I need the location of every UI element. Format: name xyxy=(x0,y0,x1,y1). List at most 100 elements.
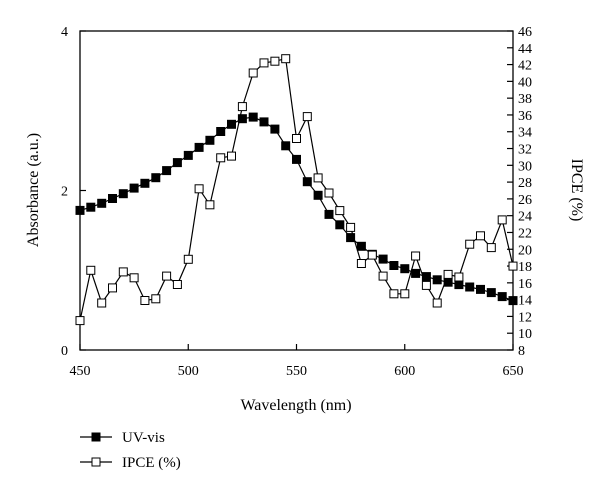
data-point-ipce-635 xyxy=(476,231,485,241)
data-point-ipce-485 xyxy=(151,294,161,304)
data-point-ipce-520 xyxy=(227,151,236,161)
y-right-tick-label-10: 10 xyxy=(518,327,532,342)
y-right-tick-label-22: 22 xyxy=(518,226,532,241)
data-point-uv-vis-570 xyxy=(335,220,345,230)
data-point-uv-vis-535 xyxy=(259,117,269,127)
data-point-uv-vis-630 xyxy=(465,282,475,292)
data-point-ipce-615 xyxy=(432,298,442,308)
data-point-uv-vis-635 xyxy=(476,284,485,294)
legend-item-ipce: IPCE (%) xyxy=(80,455,181,471)
y-left-tick-label-0: 0 xyxy=(61,344,68,359)
y-right-tick-label-34: 34 xyxy=(518,126,532,141)
data-point-ipce-530 xyxy=(248,68,258,78)
data-point-ipce-600 xyxy=(400,289,410,299)
data-point-ipce-555 xyxy=(302,112,312,122)
y-right-tick-label-42: 42 xyxy=(518,59,532,74)
data-point-uv-vis-575 xyxy=(346,233,356,243)
data-point-ipce-565 xyxy=(324,188,334,198)
data-point-ipce-585 xyxy=(367,250,377,260)
data-point-ipce-640 xyxy=(486,243,496,253)
data-point-ipce-610 xyxy=(421,280,431,290)
data-point-ipce-525 xyxy=(237,102,247,112)
legend-marker-ipce xyxy=(91,457,101,467)
data-point-ipce-450 xyxy=(75,316,85,326)
data-point-uv-vis-490 xyxy=(162,166,172,176)
y-right-tick-label-14: 14 xyxy=(518,294,532,309)
y-right-tick-label-38: 38 xyxy=(518,92,532,107)
legend: UV-vis IPCE (%) xyxy=(80,430,181,471)
data-point-ipce-570 xyxy=(335,206,345,216)
y-right-tick-label-30: 30 xyxy=(518,159,532,174)
data-point-ipce-620 xyxy=(443,269,453,279)
data-point-uv-vis-565 xyxy=(324,209,334,219)
y-right-tick-label-36: 36 xyxy=(518,109,532,124)
x-tick-label-500: 500 xyxy=(178,364,199,379)
data-point-ipce-465 xyxy=(108,283,117,293)
y-right-tick-label-44: 44 xyxy=(518,42,532,57)
data-point-ipce-540 xyxy=(270,56,280,66)
data-point-uv-vis-470 xyxy=(118,189,128,199)
y-left-tick-label-2: 2 xyxy=(61,185,68,200)
x-tick-label-550: 550 xyxy=(286,364,307,379)
y-right-tick-label-20: 20 xyxy=(518,243,532,258)
data-point-ipce-650 xyxy=(508,261,518,271)
data-point-ipce-605 xyxy=(411,251,421,261)
y-right-tick-label-8: 8 xyxy=(518,344,525,359)
y-right-tick-label-32: 32 xyxy=(518,143,532,158)
data-point-uv-vis-495 xyxy=(172,158,182,168)
data-point-ipce-470 xyxy=(118,267,128,277)
data-point-ipce-490 xyxy=(162,271,172,281)
data-point-ipce-475 xyxy=(129,273,139,283)
y-left-tick-label-4: 4 xyxy=(61,25,68,40)
data-point-uv-vis-520 xyxy=(227,119,236,129)
data-point-ipce-535 xyxy=(259,58,269,68)
data-point-uv-vis-545 xyxy=(281,141,291,151)
data-point-uv-vis-580 xyxy=(356,241,366,251)
x-axis-title: Wavelength (nm) xyxy=(240,397,351,414)
legend-item-uv-vis: UV-vis xyxy=(80,430,165,446)
series-group xyxy=(75,54,518,326)
data-point-ipce-595 xyxy=(389,289,399,299)
data-point-ipce-575 xyxy=(346,222,356,232)
data-point-uv-vis-550 xyxy=(292,154,301,164)
y-right-tick-label-18: 18 xyxy=(518,260,532,275)
data-point-ipce-460 xyxy=(97,298,107,308)
data-point-uv-vis-525 xyxy=(237,114,247,124)
data-point-uv-vis-460 xyxy=(97,198,107,208)
data-point-uv-vis-465 xyxy=(108,194,117,203)
data-point-uv-vis-615 xyxy=(432,275,442,285)
ticks-group: 450 500 550 600 6500248101214161820222426283… xyxy=(61,25,532,379)
data-point-uv-vis-455 xyxy=(86,202,96,212)
data-point-uv-vis-515 xyxy=(216,127,226,136)
data-point-uv-vis-605 xyxy=(411,268,421,278)
data-point-ipce-515 xyxy=(216,153,226,163)
data-point-ipce-480 xyxy=(140,296,150,305)
data-point-uv-vis-645 xyxy=(497,292,507,302)
data-point-ipce-505 xyxy=(194,184,204,194)
data-point-ipce-630 xyxy=(465,239,475,249)
data-point-uv-vis-640 xyxy=(486,288,496,298)
legend-label-ipce: IPCE (%) xyxy=(122,455,181,471)
data-point-ipce-550 xyxy=(292,134,301,143)
data-point-uv-vis-500 xyxy=(183,150,193,160)
data-point-uv-vis-510 xyxy=(205,135,215,145)
data-point-ipce-625 xyxy=(454,272,464,282)
data-point-ipce-580 xyxy=(356,259,366,268)
data-point-uv-vis-540 xyxy=(270,124,280,134)
data-point-ipce-590 xyxy=(378,271,388,281)
legend-marker-uv-vis xyxy=(91,432,101,442)
data-point-uv-vis-625 xyxy=(454,280,464,290)
data-point-ipce-510 xyxy=(205,200,215,210)
data-point-uv-vis-560 xyxy=(313,190,323,200)
data-point-uv-vis-650 xyxy=(508,296,518,306)
y-left-axis-title: Absorbance (a.u.) xyxy=(25,133,42,247)
data-point-ipce-545 xyxy=(281,54,291,64)
data-point-uv-vis-480 xyxy=(140,178,150,188)
data-point-uv-vis-595 xyxy=(389,261,399,270)
y-right-tick-label-46: 46 xyxy=(518,25,532,40)
data-point-uv-vis-475 xyxy=(129,183,139,193)
y-right-tick-label-12: 12 xyxy=(518,310,532,325)
y-right-tick-label-16: 16 xyxy=(518,277,532,292)
data-point-uv-vis-610 xyxy=(421,272,431,282)
